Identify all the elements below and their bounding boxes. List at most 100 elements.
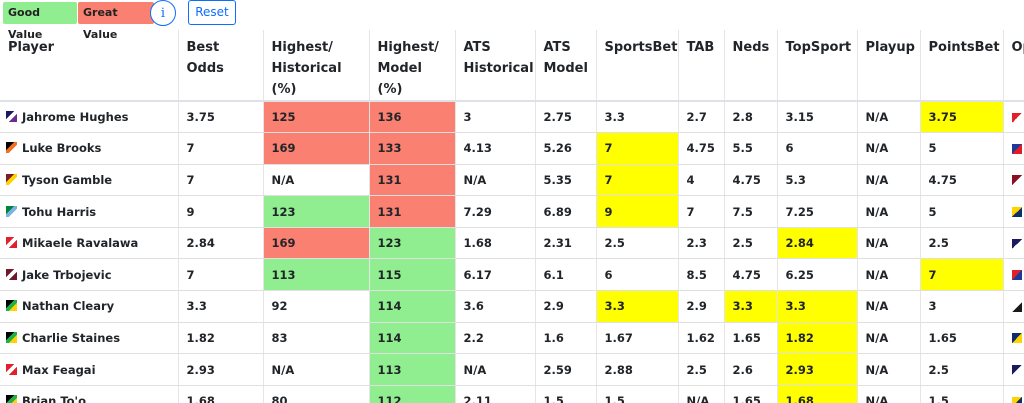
odds-cell: 5 (920, 195, 1004, 228)
odds-cell: 5.26 (535, 132, 597, 165)
table-row: Tohu Harris 9 123 131 7.29 6.89 9 7 7.5 7.25 N/A 5 (0, 195, 1024, 228)
odds-cell: 6.1 (535, 258, 597, 292)
odds-cell: N/A (857, 164, 921, 197)
player-name: Jake Trbojevic (22, 267, 112, 282)
info-button[interactable]: i (150, 0, 176, 26)
odds-cell: 1.65 (920, 322, 1004, 355)
opponent-cell (1003, 227, 1024, 260)
player-name: Tohu Harris (22, 204, 97, 219)
table-header-row: Player Best Odds Highest/ Historical (%) Hi… (0, 30, 1024, 102)
odds-cell: N/A (263, 353, 370, 386)
odds-cell: 6.25 (777, 258, 858, 292)
column-header[interactable]: Highest/ Model (%) (369, 30, 456, 102)
opponent-cell (1003, 195, 1024, 228)
odds-cell: 1.62 (678, 322, 725, 355)
opponent-flag-icon (1011, 207, 1022, 218)
odds-cell: 4.75 (724, 164, 778, 197)
player-name: Luke Brooks (22, 141, 102, 156)
column-header[interactable]: TopSport (777, 30, 858, 102)
player-cell[interactable]: Jake Trbojevic (0, 258, 179, 292)
odds-cell: 5.35 (535, 164, 597, 197)
good-value-legend: Good Value (3, 2, 77, 41)
odds-cell: 2.93 (178, 353, 264, 386)
odds-cell: 2.5 (596, 227, 679, 260)
player-name: Charlie Staines (22, 330, 121, 345)
odds-cell: N/A (455, 164, 536, 197)
column-header[interactable]: Highest/ Historical (%) (263, 30, 370, 102)
player-cell[interactable]: Max Feagai (0, 353, 179, 386)
odds-cell: 1.5 (596, 385, 679, 403)
odds-cell: 2.31 (535, 227, 597, 260)
odds-cell: 1.6 (535, 322, 597, 355)
odds-cell: 4.75 (724, 258, 778, 292)
odds-cell: 114 (369, 322, 456, 355)
team-flag-icon (6, 268, 17, 280)
odds-cell: 2.3 (678, 227, 725, 260)
column-header[interactable]: Neds (724, 30, 778, 102)
odds-cell: 1.65 (724, 322, 778, 355)
player-cell[interactable]: Tohu Harris (0, 195, 179, 228)
odds-cell: 169 (263, 132, 370, 165)
odds-cell: 2.9 (678, 290, 725, 323)
column-header[interactable]: Player (0, 30, 179, 102)
odds-cell: 9 (178, 195, 264, 228)
column-header[interactable]: Best Odds (178, 30, 264, 102)
odds-cell: 2.7 (678, 101, 725, 134)
odds-cell: 7.25 (777, 195, 858, 228)
odds-cell: 2.5 (920, 353, 1004, 386)
table-row: Jahrome Hughes 3.75 125 136 3 2.75 3.3 2.7 2.8 3.… (0, 101, 1024, 134)
opponent-cell (1003, 258, 1024, 292)
player-name: Mikaele Ravalawa (22, 236, 139, 251)
team-flag-icon (6, 363, 17, 375)
opponent-flag-icon (1011, 175, 1022, 186)
odds-cell: 1.67 (596, 322, 679, 355)
odds-cell: 3.3 (724, 290, 778, 323)
odds-cell: N/A (263, 164, 370, 197)
player-cell[interactable]: Brian To'o (0, 385, 179, 403)
odds-cell: 7.29 (455, 195, 536, 228)
player-cell[interactable]: Luke Brooks (0, 132, 179, 165)
player-cell[interactable]: Nathan Cleary (0, 290, 179, 323)
odds-table: Player Best Odds Highest/ Historical (%) Hi… (0, 30, 1024, 403)
opponent-cell (1003, 164, 1024, 197)
odds-cell: 113 (263, 258, 370, 292)
odds-cell: N/A (455, 353, 536, 386)
odds-cell: 3.3 (777, 290, 858, 323)
odds-cell: 4.75 (678, 132, 725, 165)
opponent-cell (1003, 353, 1024, 386)
odds-cell: N/A (857, 290, 921, 323)
opponent-flag-icon (1011, 333, 1022, 344)
column-header[interactable]: Playup (857, 30, 921, 102)
odds-cell: 7 (596, 132, 679, 165)
odds-cell: 1.65 (724, 385, 778, 403)
column-header[interactable]: SportsBet (596, 30, 679, 102)
column-header[interactable]: ATS Historical (455, 30, 536, 102)
table-row: Tyson Gamble 7 N/A 131 N/A 5.35 7 4 4.75 5.3 N/A 4.… (0, 164, 1024, 197)
column-header[interactable]: Op (1003, 30, 1024, 102)
column-header[interactable]: TAB (678, 30, 725, 102)
player-cell[interactable]: Mikaele Ravalawa (0, 227, 179, 260)
opponent-flag-icon (1011, 143, 1022, 154)
odds-cell: 131 (369, 195, 456, 228)
player-cell[interactable]: Charlie Staines (0, 322, 179, 355)
odds-cell: N/A (857, 353, 921, 386)
odds-cell: 2.84 (178, 227, 264, 260)
odds-cell: 3.6 (455, 290, 536, 323)
odds-cell: 8.5 (678, 258, 725, 292)
odds-cell: 3.75 (920, 101, 1004, 134)
odds-cell: 1.68 (455, 227, 536, 260)
table-row: Brian To'o 1.68 80 112 2.11 1.5 1.5 N/A 1.65 1.68… (0, 385, 1024, 403)
odds-cell: N/A (857, 322, 921, 355)
odds-cell: N/A (857, 227, 921, 260)
player-cell[interactable]: Jahrome Hughes (0, 101, 179, 134)
odds-cell: 7 (178, 258, 264, 292)
reset-button[interactable]: Reset (188, 0, 236, 25)
column-header[interactable]: ATS Model (535, 30, 597, 102)
column-header[interactable]: PointsBet (920, 30, 1004, 102)
odds-cell: 2.5 (678, 353, 725, 386)
table-body: Jahrome Hughes 3.75 125 136 3 2.75 3.3 2.7 2.8 3.… (0, 101, 1024, 403)
odds-cell: 2.88 (596, 353, 679, 386)
odds-cell: 5 (920, 132, 1004, 165)
player-cell[interactable]: Tyson Gamble (0, 164, 179, 197)
table-row: Luke Brooks 7 169 133 4.13 5.26 7 4.75 5.5 6 N/A 5 (0, 132, 1024, 165)
